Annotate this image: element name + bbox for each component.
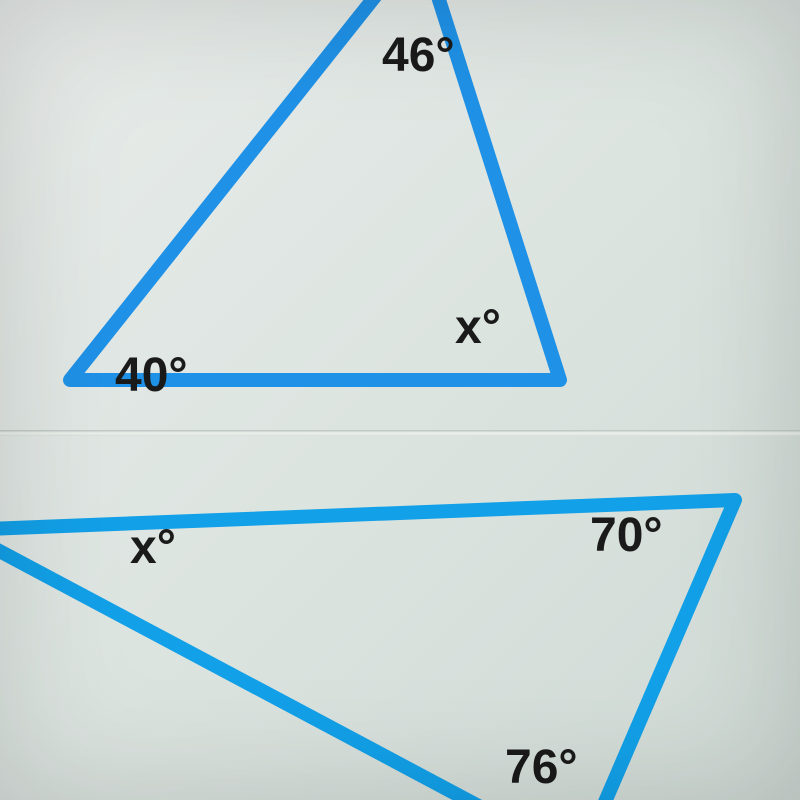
angle-label-bottom-76: 76° — [505, 740, 578, 795]
diagram-canvas: 46° x° 40° x° 70° 76° — [0, 0, 800, 800]
angle-label-top-40: 40° — [115, 348, 188, 403]
angle-label-top-46: 46° — [382, 28, 455, 83]
angle-label-bottom-70: 70° — [590, 508, 663, 563]
section-divider — [0, 430, 800, 436]
angle-label-top-x: x° — [455, 300, 501, 355]
angle-label-bottom-x: x° — [130, 520, 176, 575]
